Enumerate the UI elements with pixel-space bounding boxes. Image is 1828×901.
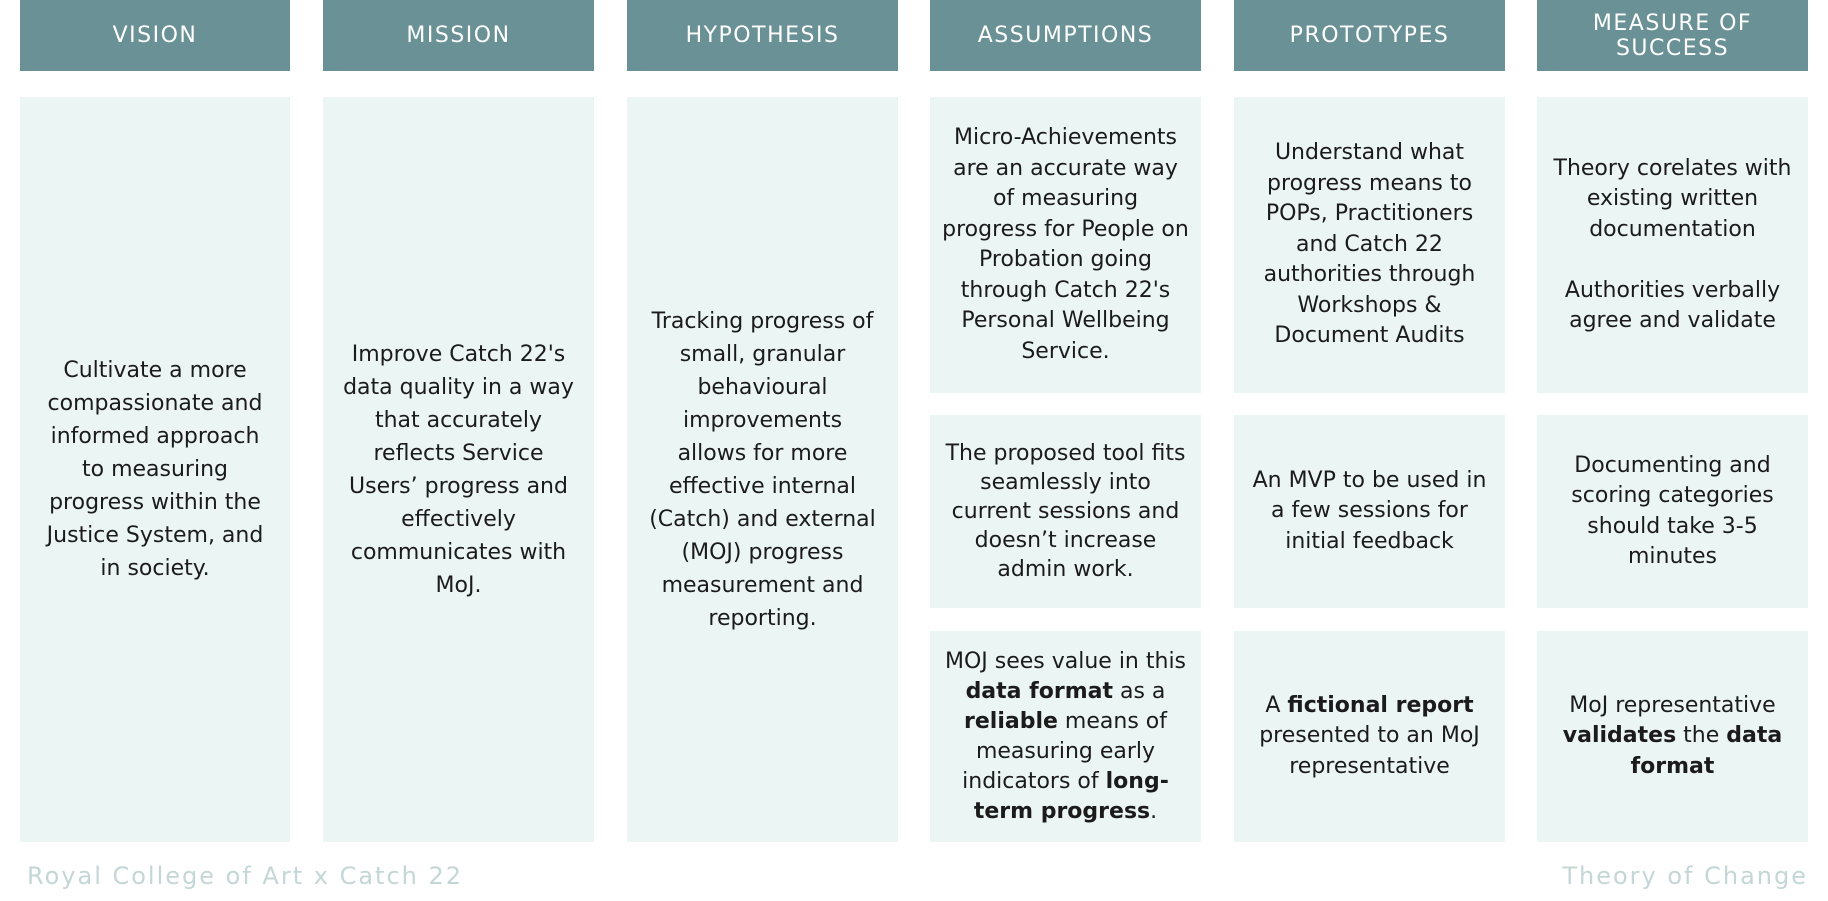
- prototype-box-2: An MVP to be used in a few sessions for …: [1234, 415, 1505, 608]
- footer-left: Royal College of Art x Catch 22: [27, 862, 464, 890]
- measure-text-1: Theory corelates with existing written d…: [1553, 155, 1792, 334]
- header-prototypes: PROTOTYPES: [1234, 0, 1505, 71]
- header-mission: MISSION: [323, 0, 594, 71]
- vision-box: Cultivate a more compassionate and infor…: [20, 97, 290, 842]
- header-vision: VISION: [20, 0, 290, 71]
- prototype-text-1: Understand what progress means to POPs, …: [1263, 140, 1476, 349]
- hypothesis-box: Tracking progress of small, granular beh…: [627, 97, 898, 842]
- measure-text-3: MoJ representative validates the data fo…: [1562, 692, 1783, 779]
- vision-text: Cultivate a more compassionate and infor…: [46, 358, 264, 581]
- measure-text-2: Documenting and scoring categories shoul…: [1571, 452, 1774, 570]
- prototype-text-3: A fictional report presented to an MoJ r…: [1259, 692, 1480, 779]
- assumption-text-1: Micro-Achievements are an accurate way o…: [942, 125, 1189, 364]
- mission-text: Improve Catch 22's data quality in a way…: [343, 341, 574, 598]
- hypothesis-text: Tracking progress of small, granular beh…: [649, 308, 876, 631]
- footer-right: Theory of Change: [1562, 862, 1808, 890]
- prototype-text-2: An MVP to be used in a few sessions for …: [1252, 467, 1487, 554]
- mission-box: Improve Catch 22's data quality in a way…: [323, 97, 594, 842]
- header-assumptions: ASSUMPTIONS: [930, 0, 1201, 71]
- measure-box-1: Theory corelates with existing written d…: [1537, 97, 1808, 393]
- prototype-box-1: Understand what progress means to POPs, …: [1234, 97, 1505, 393]
- assumption-text-3: MOJ sees value in this data format as a …: [944, 648, 1187, 824]
- assumption-box-3: MOJ sees value in this data format as a …: [930, 631, 1201, 842]
- assumption-text-2: The proposed tool fits seamlessly into c…: [945, 441, 1186, 582]
- measure-box-3: MoJ representative validates the data fo…: [1537, 631, 1808, 842]
- prototype-box-3: A fictional report presented to an MoJ r…: [1234, 631, 1505, 842]
- header-measure-of-success: MEASURE OF SUCCESS: [1537, 0, 1808, 71]
- header-hypothesis: HYPOTHESIS: [627, 0, 898, 71]
- measure-box-2: Documenting and scoring categories shoul…: [1537, 415, 1808, 608]
- assumption-box-1: Micro-Achievements are an accurate way o…: [930, 97, 1201, 393]
- assumption-box-2: The proposed tool fits seamlessly into c…: [930, 415, 1201, 608]
